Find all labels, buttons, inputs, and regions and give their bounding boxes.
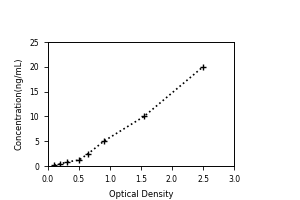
X-axis label: Optical Density: Optical Density <box>109 190 173 199</box>
Y-axis label: Concentration(ng/mL): Concentration(ng/mL) <box>15 58 24 150</box>
